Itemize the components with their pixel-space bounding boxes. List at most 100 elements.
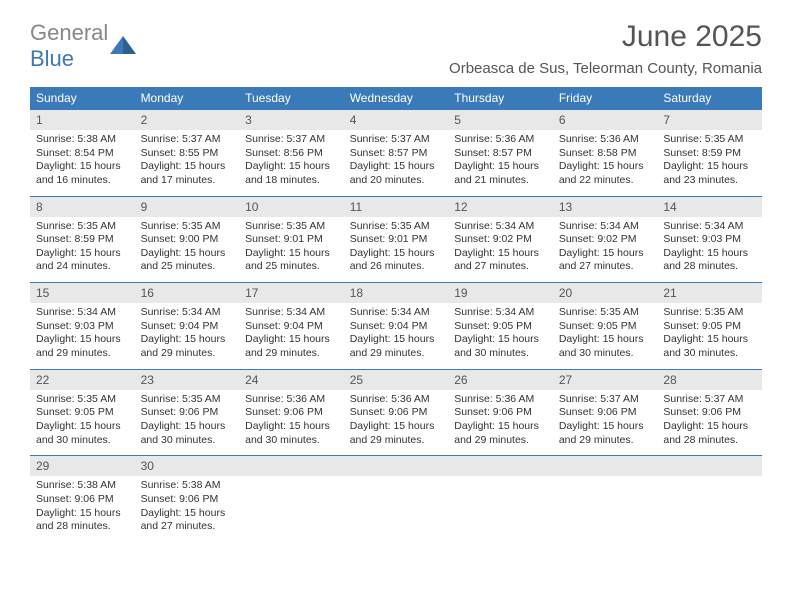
day-number: 9 [135,197,240,217]
logo-triangle-icon [110,34,136,59]
calendar-cell: 22Sunrise: 5:35 AMSunset: 9:05 PMDayligh… [30,369,135,456]
day-number: 25 [344,370,449,390]
day-details: Sunrise: 5:35 AMSunset: 8:59 PMDaylight:… [657,130,762,196]
day-number: 2 [135,110,240,130]
calendar-cell [553,455,658,542]
day-number: 21 [657,283,762,303]
calendar-cell [344,455,449,542]
day-number: 11 [344,197,449,217]
calendar-row: 8Sunrise: 5:35 AMSunset: 8:59 PMDaylight… [30,196,762,283]
day-details: Sunrise: 5:37 AMSunset: 9:06 PMDaylight:… [553,390,658,456]
day-number: 17 [239,283,344,303]
calendar-cell: 6Sunrise: 5:36 AMSunset: 8:58 PMDaylight… [553,109,658,196]
day-number: 29 [30,456,135,476]
day-number: 23 [135,370,240,390]
day-number: 26 [448,370,553,390]
calendar-cell: 9Sunrise: 5:35 AMSunset: 9:00 PMDaylight… [135,196,240,283]
calendar-cell: 15Sunrise: 5:34 AMSunset: 9:03 PMDayligh… [30,282,135,369]
day-number: 5 [448,110,553,130]
calendar-cell: 7Sunrise: 5:35 AMSunset: 8:59 PMDaylight… [657,109,762,196]
day-details: Sunrise: 5:34 AMSunset: 9:03 PMDaylight:… [30,303,135,369]
weekday-header: Wednesday [344,87,449,109]
day-details: Sunrise: 5:34 AMSunset: 9:04 PMDaylight:… [135,303,240,369]
page-title: June 2025 [449,20,762,54]
weekday-header: Saturday [657,87,762,109]
logo: General Blue [30,20,136,72]
title-block: June 2025 Orbeasca de Sus, Teleorman Cou… [449,20,762,77]
calendar-cell: 8Sunrise: 5:35 AMSunset: 8:59 PMDaylight… [30,196,135,283]
calendar-row: 15Sunrise: 5:34 AMSunset: 9:03 PMDayligh… [30,282,762,369]
day-details: Sunrise: 5:35 AMSunset: 8:59 PMDaylight:… [30,217,135,283]
day-number: 8 [30,197,135,217]
day-number: 24 [239,370,344,390]
day-details: Sunrise: 5:37 AMSunset: 9:06 PMDaylight:… [657,390,762,456]
day-number: 1 [30,110,135,130]
day-number: 27 [553,370,658,390]
day-details: Sunrise: 5:34 AMSunset: 9:02 PMDaylight:… [448,217,553,283]
day-details-empty [239,476,344,526]
day-details: Sunrise: 5:38 AMSunset: 9:06 PMDaylight:… [135,476,240,542]
calendar-cell: 13Sunrise: 5:34 AMSunset: 9:02 PMDayligh… [553,196,658,283]
calendar-cell: 10Sunrise: 5:35 AMSunset: 9:01 PMDayligh… [239,196,344,283]
day-number: 28 [657,370,762,390]
day-details: Sunrise: 5:37 AMSunset: 8:56 PMDaylight:… [239,130,344,196]
calendar-cell: 16Sunrise: 5:34 AMSunset: 9:04 PMDayligh… [135,282,240,369]
calendar-cell: 20Sunrise: 5:35 AMSunset: 9:05 PMDayligh… [553,282,658,369]
day-details: Sunrise: 5:35 AMSunset: 9:01 PMDaylight:… [344,217,449,283]
day-number: 20 [553,283,658,303]
calendar-cell: 5Sunrise: 5:36 AMSunset: 8:57 PMDaylight… [448,109,553,196]
logo-text-blue: Blue [30,46,74,71]
calendar-cell: 19Sunrise: 5:34 AMSunset: 9:05 PMDayligh… [448,282,553,369]
weekday-header: Tuesday [239,87,344,109]
day-number: 19 [448,283,553,303]
calendar-cell: 26Sunrise: 5:36 AMSunset: 9:06 PMDayligh… [448,369,553,456]
calendar-cell [239,455,344,542]
calendar-cell: 17Sunrise: 5:34 AMSunset: 9:04 PMDayligh… [239,282,344,369]
day-details-empty [448,476,553,526]
weekday-header: Monday [135,87,240,109]
day-details: Sunrise: 5:35 AMSunset: 9:00 PMDaylight:… [135,217,240,283]
calendar-cell: 4Sunrise: 5:37 AMSunset: 8:57 PMDaylight… [344,109,449,196]
calendar-cell: 3Sunrise: 5:37 AMSunset: 8:56 PMDaylight… [239,109,344,196]
day-details: Sunrise: 5:38 AMSunset: 8:54 PMDaylight:… [30,130,135,196]
location-subtitle: Orbeasca de Sus, Teleorman County, Roman… [449,60,762,77]
day-details: Sunrise: 5:36 AMSunset: 9:06 PMDaylight:… [239,390,344,456]
day-number: 14 [657,197,762,217]
day-details: Sunrise: 5:36 AMSunset: 8:58 PMDaylight:… [553,130,658,196]
day-details: Sunrise: 5:36 AMSunset: 9:06 PMDaylight:… [448,390,553,456]
weekday-header: Thursday [448,87,553,109]
day-details-empty [553,476,658,526]
day-details: Sunrise: 5:37 AMSunset: 8:57 PMDaylight:… [344,130,449,196]
calendar-cell: 11Sunrise: 5:35 AMSunset: 9:01 PMDayligh… [344,196,449,283]
day-details-empty [657,476,762,526]
day-number-empty [657,456,762,476]
day-details: Sunrise: 5:34 AMSunset: 9:05 PMDaylight:… [448,303,553,369]
weekday-header-row: Sunday Monday Tuesday Wednesday Thursday… [30,87,762,109]
day-number-empty [239,456,344,476]
day-number: 16 [135,283,240,303]
day-number: 13 [553,197,658,217]
calendar-row: 29Sunrise: 5:38 AMSunset: 9:06 PMDayligh… [30,455,762,542]
day-number: 15 [30,283,135,303]
calendar-cell: 21Sunrise: 5:35 AMSunset: 9:05 PMDayligh… [657,282,762,369]
calendar-cell [448,455,553,542]
day-details: Sunrise: 5:36 AMSunset: 9:06 PMDaylight:… [344,390,449,456]
day-number-empty [553,456,658,476]
day-number: 12 [448,197,553,217]
calendar-table: Sunday Monday Tuesday Wednesday Thursday… [30,87,762,542]
weekday-header: Sunday [30,87,135,109]
day-number: 10 [239,197,344,217]
day-details: Sunrise: 5:34 AMSunset: 9:03 PMDaylight:… [657,217,762,283]
day-number: 18 [344,283,449,303]
day-number: 6 [553,110,658,130]
day-details: Sunrise: 5:38 AMSunset: 9:06 PMDaylight:… [30,476,135,542]
day-details: Sunrise: 5:35 AMSunset: 9:06 PMDaylight:… [135,390,240,456]
day-details: Sunrise: 5:34 AMSunset: 9:04 PMDaylight:… [344,303,449,369]
logo-text-general: General [30,20,108,45]
header: General Blue June 2025 Orbeasca de Sus, … [0,0,792,77]
calendar-cell: 30Sunrise: 5:38 AMSunset: 9:06 PMDayligh… [135,455,240,542]
day-number: 22 [30,370,135,390]
day-details: Sunrise: 5:35 AMSunset: 9:05 PMDaylight:… [30,390,135,456]
day-details-empty [344,476,449,526]
day-number-empty [448,456,553,476]
